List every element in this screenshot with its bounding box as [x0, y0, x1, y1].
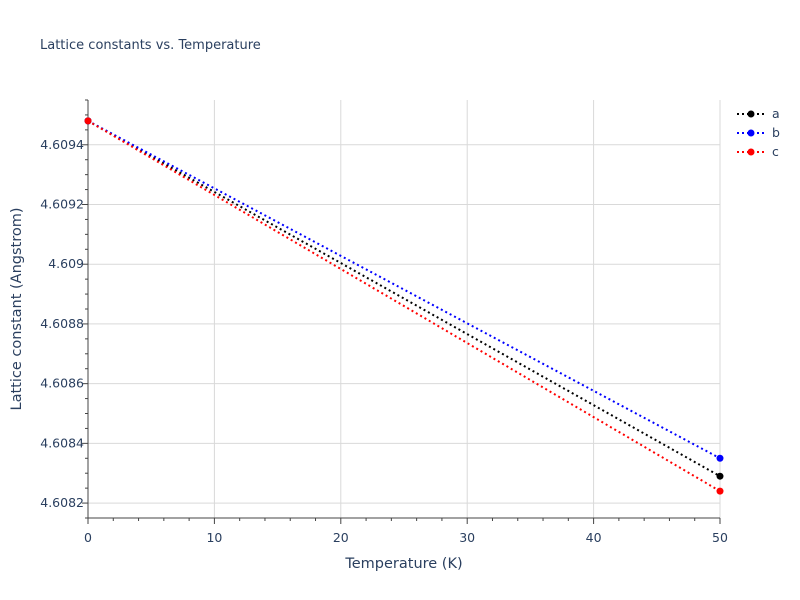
legend-label-b[interactable]: b — [772, 125, 780, 140]
legend-label-a[interactable]: a — [772, 106, 780, 121]
chart-title: Lattice constants vs. Temperature — [40, 38, 261, 53]
y-tick-label: 4.6094 — [40, 137, 84, 152]
data-point-c[interactable] — [84, 117, 92, 125]
data-point-c[interactable] — [716, 487, 724, 495]
grid-lines — [88, 100, 721, 518]
legend-marker-a[interactable] — [747, 110, 755, 118]
x-tick-label: 50 — [712, 530, 728, 545]
series-group — [84, 117, 724, 495]
series-line-c — [87, 120, 721, 492]
series-line-b — [87, 120, 721, 460]
x-axis-ticks: 0 10 20 30 40 50 — [84, 530, 728, 545]
y-tick-label: 4.6086 — [40, 376, 84, 391]
y-tick-label: 4.6084 — [40, 435, 84, 450]
data-point-b[interactable] — [716, 454, 724, 462]
x-tick-label: 10 — [206, 530, 222, 545]
y-axis-ticks: 4.6082 4.6084 4.6086 4.6088 4.609 4.6092 4.609… — [40, 137, 84, 510]
y-tick-label: 4.6088 — [40, 316, 84, 331]
series-line-a — [87, 120, 721, 478]
x-tick-label: 0 — [84, 530, 92, 545]
x-tick-label: 30 — [459, 530, 475, 545]
x-tick-label: 40 — [586, 530, 602, 545]
y-tick-label: 4.6092 — [40, 197, 84, 212]
y-tick-label: 4.6082 — [40, 495, 84, 510]
y-tick-label: 4.609 — [48, 256, 84, 271]
data-point-a[interactable] — [716, 472, 724, 480]
legend-label-c[interactable]: c — [772, 144, 779, 159]
x-tick-label: 20 — [333, 530, 349, 545]
legend: abc — [737, 106, 780, 159]
legend-marker-c[interactable] — [747, 148, 755, 156]
x-axis-title: Temperature (K) — [344, 556, 462, 572]
legend-marker-b[interactable] — [747, 129, 755, 137]
axes — [82, 99, 721, 524]
y-axis-title: Lattice constant (Angstrom) — [9, 207, 25, 410]
